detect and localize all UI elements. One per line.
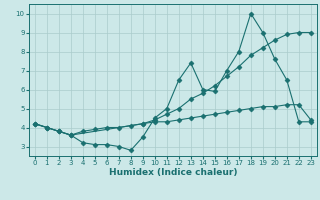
X-axis label: Humidex (Indice chaleur): Humidex (Indice chaleur) (108, 168, 237, 177)
